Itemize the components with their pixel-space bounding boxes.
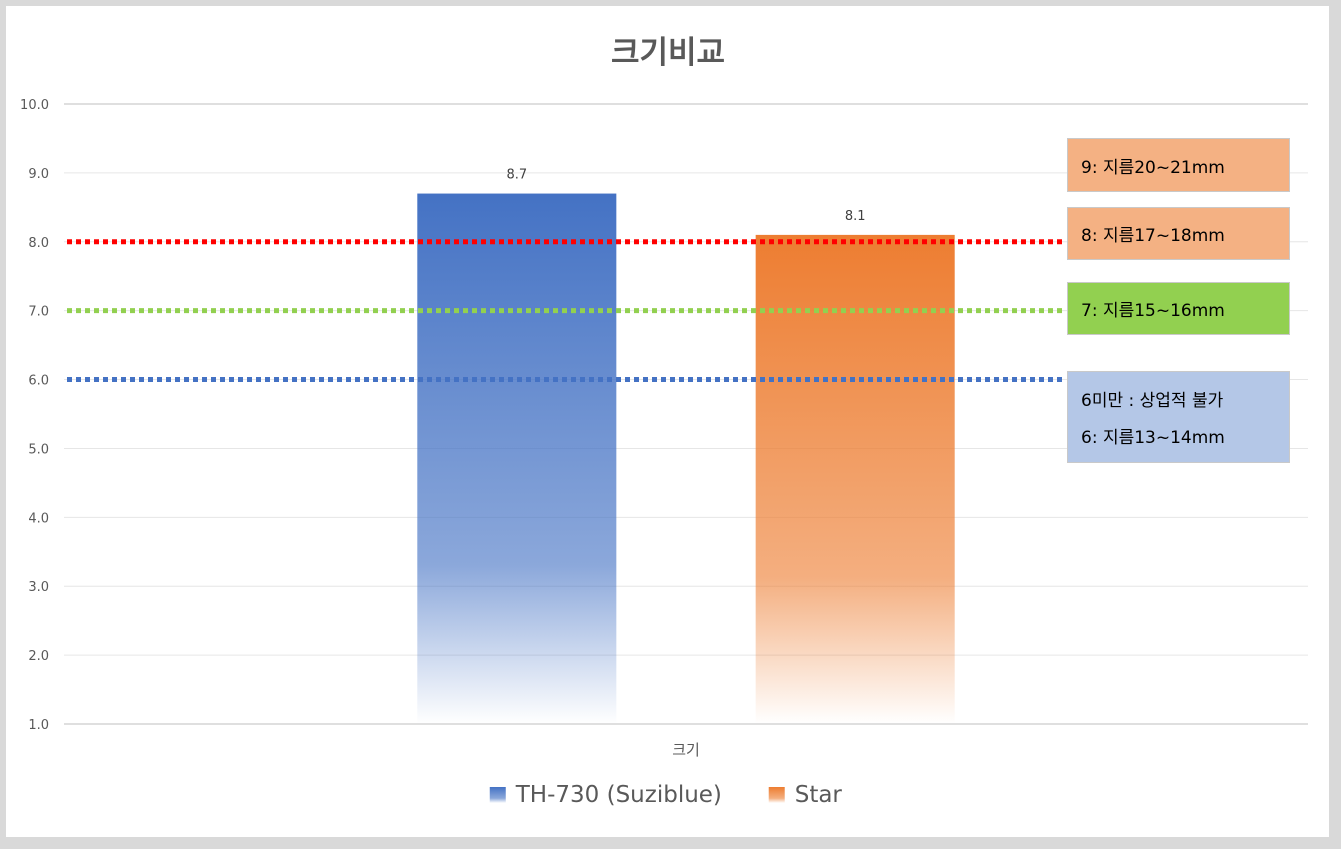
annotation-text: 6미만 : 상업적 불가 [1081, 391, 1224, 411]
reference-lines [67, 239, 1064, 383]
legend-label: TH-730 (Suziblue) [515, 782, 722, 808]
chart-canvas: 크기비교 1.0 2.0 3.0 4.0 5.0 6.0 7.0 8.0 9.0 10.0 8.7… [20, 35, 1308, 808]
data-label: 8.7 [506, 168, 527, 183]
annotation-text: 8: 지름17~18mm [1081, 226, 1225, 246]
y-tick-label: 8.0 [28, 236, 49, 251]
legend-swatch [768, 787, 785, 803]
y-tick-label: 6.0 [28, 374, 49, 389]
y-tick-label: 9.0 [28, 167, 49, 182]
y-tick-label: 5.0 [28, 442, 49, 457]
annotation-text: 7: 지름15~16mm [1081, 301, 1225, 321]
legend-label: Star [795, 782, 843, 808]
data-label: 8.1 [845, 209, 866, 224]
annotation-box: 9: 지름20~21mm [1067, 138, 1290, 192]
legend-swatch [489, 787, 506, 803]
annotation-text: 6: 지름13~14mm [1081, 428, 1225, 448]
y-tick-label: 10.0 [20, 98, 49, 113]
x-axis-categories: 크기 [672, 741, 700, 759]
bar-1 [755, 234, 955, 724]
chart-title: 크기비교 [611, 35, 725, 71]
y-axis-ticks: 1.0 2.0 3.0 4.0 5.0 6.0 7.0 8.0 9.0 10.0 [20, 98, 49, 733]
annotation-box: 8: 지름17~18mm [1067, 207, 1290, 260]
y-tick-label: 4.0 [28, 511, 49, 526]
x-category-label: 크기 [672, 741, 700, 759]
annotation-box: 6미만 : 상업적 불가 6: 지름13~14mm [1067, 371, 1290, 463]
y-tick-label: 3.0 [28, 580, 49, 595]
annotation-text: 9: 지름20~21mm [1081, 157, 1225, 178]
y-tick-label: 2.0 [28, 649, 49, 664]
y-tick-label: 7.0 [28, 305, 49, 320]
annotation-box: 7: 지름15~16mm [1067, 282, 1290, 335]
legend: TH-730 (Suziblue) Star [489, 782, 843, 808]
chart-frame: 크기비교 1.0 2.0 3.0 4.0 5.0 6.0 7.0 8.0 9.0 10.0 8.7… [6, 6, 1329, 837]
bar-0 [417, 193, 617, 725]
y-tick-label: 1.0 [28, 718, 49, 733]
bars: 8.7 8.1 [417, 168, 955, 725]
